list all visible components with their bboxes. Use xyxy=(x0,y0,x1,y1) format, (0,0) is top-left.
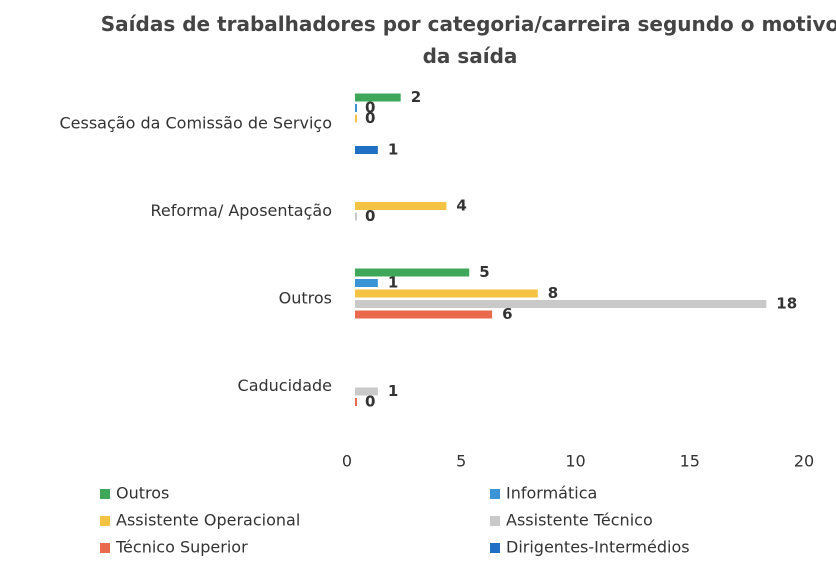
value-label: 1 xyxy=(388,141,398,159)
value-label: 18 xyxy=(776,295,797,313)
legend-swatch xyxy=(100,489,110,499)
y-tick-label: Outros xyxy=(279,288,332,307)
legend-label: Informática xyxy=(506,484,597,503)
bar xyxy=(355,310,493,319)
bar xyxy=(355,146,378,154)
y-tick-label: Reforma/ Aposentação xyxy=(150,201,332,220)
x-tick-label: 5 xyxy=(456,452,466,471)
value-label: 2 xyxy=(411,88,421,106)
x-tick-label: 0 xyxy=(342,452,352,471)
y-tick-label: Caducidade xyxy=(238,376,332,395)
value-label: 0 xyxy=(365,109,375,127)
bar xyxy=(355,279,378,287)
x-tick-label: 10 xyxy=(565,452,585,471)
legend-swatch xyxy=(100,516,110,526)
x-tick-label: 15 xyxy=(680,452,700,471)
bar xyxy=(355,387,378,396)
legend-swatch xyxy=(490,489,500,499)
bar xyxy=(355,212,357,221)
value-label: 6 xyxy=(502,305,512,323)
bar xyxy=(355,114,357,123)
y-tick-label: Cessação da Comissão de Serviço xyxy=(59,113,332,132)
legend-label: Assistente Técnico xyxy=(506,511,653,530)
legend-label: Assistente Operacional xyxy=(116,511,300,530)
bar xyxy=(355,398,357,406)
value-label: 4 xyxy=(456,197,466,215)
legend-label: Técnico Superior xyxy=(115,538,248,557)
legend-swatch xyxy=(490,543,500,553)
value-label: 0 xyxy=(365,207,375,225)
x-tick-label: 20 xyxy=(794,452,814,471)
value-label: 5 xyxy=(479,263,489,281)
bar xyxy=(355,93,401,102)
value-label: 1 xyxy=(388,274,398,292)
legend-swatch xyxy=(100,543,110,553)
value-label: 8 xyxy=(548,284,558,302)
value-label: 0 xyxy=(365,393,375,411)
chart-title: Saídas de trabalhadores por categoria/ca… xyxy=(100,12,836,68)
value-label: 1 xyxy=(388,382,398,400)
legend-label: Outros xyxy=(116,484,169,503)
legend-swatch xyxy=(490,516,500,526)
bar xyxy=(355,289,538,298)
bar xyxy=(355,268,470,277)
value-label: 0 xyxy=(365,99,375,117)
legend-label: Dirigentes-Intermédios xyxy=(506,538,690,557)
bar xyxy=(355,104,357,112)
bar xyxy=(355,202,447,210)
bar xyxy=(355,300,767,308)
